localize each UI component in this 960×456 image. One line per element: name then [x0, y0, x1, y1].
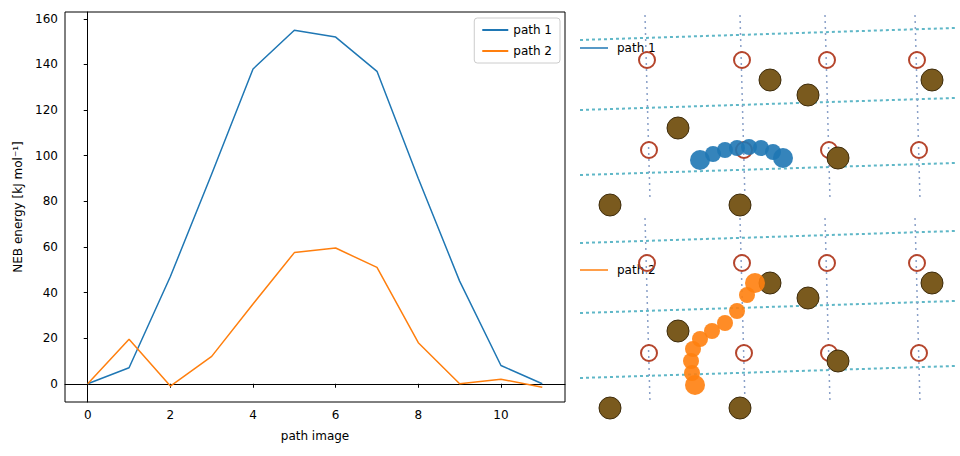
- svg-text:120: 120: [35, 103, 58, 117]
- svg-text:0: 0: [50, 377, 58, 391]
- svg-text:160: 160: [35, 12, 58, 26]
- svg-text:4: 4: [249, 408, 257, 422]
- svg-text:6: 6: [332, 408, 340, 422]
- svg-text:path 1: path 1: [513, 23, 552, 37]
- svg-text:40: 40: [43, 286, 58, 300]
- svg-text:path image: path image: [281, 429, 349, 443]
- svg-text:NEB energy [kJ mol⁻¹]: NEB energy [kJ mol⁻¹]: [11, 141, 25, 272]
- svg-text:path 2: path 2: [513, 44, 552, 58]
- svg-text:path 2: path 2: [617, 263, 656, 277]
- svg-text:20: 20: [43, 331, 58, 345]
- svg-text:100: 100: [35, 149, 58, 163]
- svg-text:10: 10: [493, 408, 508, 422]
- svg-text:140: 140: [35, 57, 58, 71]
- svg-text:60: 60: [43, 240, 58, 254]
- svg-text:2: 2: [167, 408, 175, 422]
- svg-text:0: 0: [84, 408, 92, 422]
- svg-text:path 1: path 1: [617, 41, 656, 55]
- svg-text:80: 80: [43, 194, 58, 208]
- svg-text:8: 8: [414, 408, 422, 422]
